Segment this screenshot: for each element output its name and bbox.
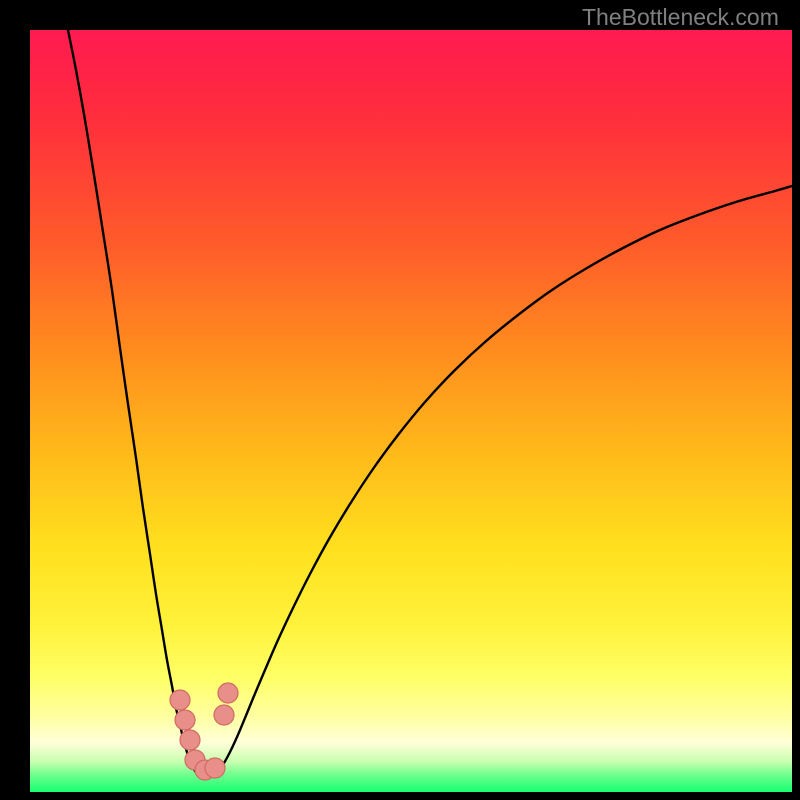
- data-point: [170, 690, 190, 710]
- data-point: [180, 730, 200, 750]
- data-point: [218, 683, 238, 703]
- watermark-text: TheBottleneck.com: [582, 4, 779, 31]
- bottleneck-chart: [30, 30, 792, 792]
- gradient-background: [30, 30, 792, 792]
- data-point: [175, 710, 195, 730]
- data-point: [205, 758, 225, 778]
- data-point: [214, 705, 234, 725]
